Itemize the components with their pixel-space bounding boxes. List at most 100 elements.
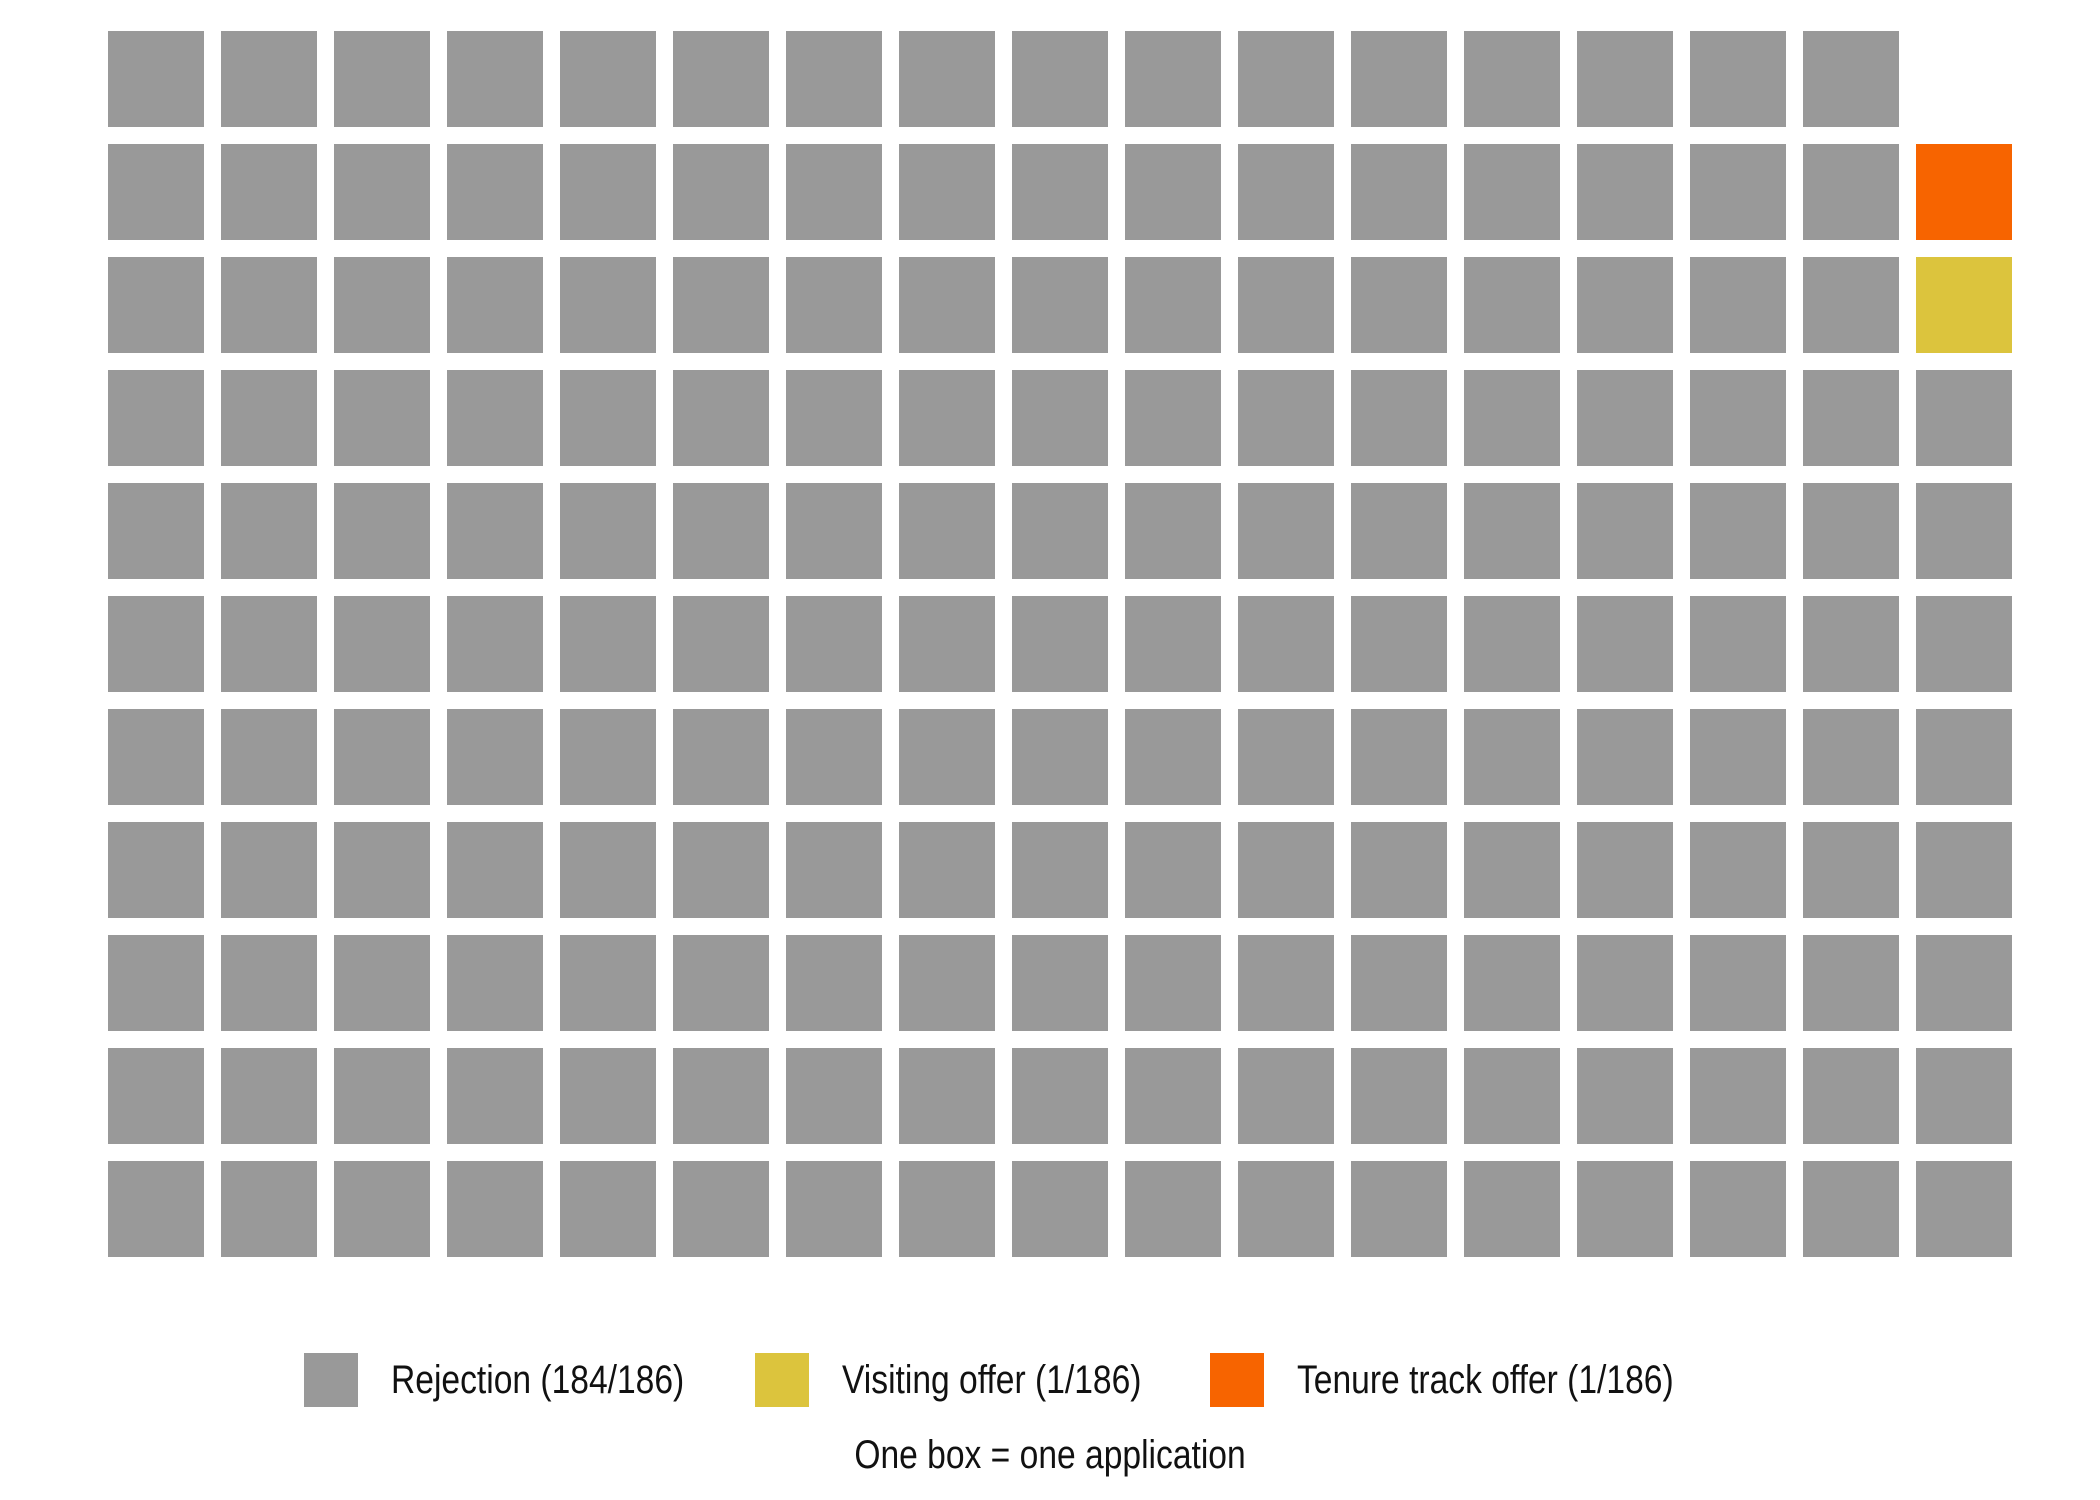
- waffle-box-rejection: [786, 257, 882, 353]
- waffle-box-rejection: [1916, 935, 2012, 1031]
- waffle-box-rejection: [1351, 483, 1447, 579]
- waffle-box-rejection: [1464, 709, 1560, 805]
- waffle-box-rejection: [1690, 144, 1786, 240]
- waffle-box-rejection: [1125, 1161, 1221, 1257]
- waffle-box-rejection: [108, 709, 204, 805]
- waffle-box-rejection: [1012, 596, 1108, 692]
- waffle-box-rejection: [1351, 31, 1447, 127]
- waffle-box-rejection: [1577, 596, 1673, 692]
- waffle-box-rejection: [221, 257, 317, 353]
- waffle-box-rejection: [1125, 257, 1221, 353]
- waffle-box-rejection: [1577, 822, 1673, 918]
- waffle-box-rejection: [899, 370, 995, 466]
- waffle-box-rejection: [108, 935, 204, 1031]
- waffle-box-rejection: [1577, 709, 1673, 805]
- waffle-box-rejection: [1125, 596, 1221, 692]
- waffle-box-rejection: [1916, 370, 2012, 466]
- waffle-box-rejection: [560, 1161, 656, 1257]
- legend-label-visiting-offer: Visiting offer (1/186): [842, 1357, 1142, 1402]
- waffle-box-rejection: [786, 370, 882, 466]
- waffle-box-rejection: [673, 483, 769, 579]
- waffle-box-tenure-track-offer: [1916, 144, 2012, 240]
- legend-item-tenure-track-offer: Tenure track offer (1/186): [1210, 1345, 1745, 1415]
- waffle-box-rejection: [673, 935, 769, 1031]
- waffle-box-rejection: [1803, 935, 1899, 1031]
- waffle-box-rejection: [1577, 144, 1673, 240]
- waffle-box-rejection: [1012, 709, 1108, 805]
- waffle-box-rejection: [560, 709, 656, 805]
- waffle-box-rejection: [673, 31, 769, 127]
- legend-swatch-tenure-track-offer: [1210, 1353, 1264, 1407]
- waffle-box-rejection: [1577, 1048, 1673, 1144]
- waffle-box-rejection: [1803, 370, 1899, 466]
- waffle-box-rejection: [1916, 483, 2012, 579]
- waffle-box-rejection: [334, 257, 430, 353]
- waffle-box-rejection: [447, 1048, 543, 1144]
- waffle-box-rejection: [1464, 1048, 1560, 1144]
- waffle-box-rejection: [221, 483, 317, 579]
- waffle-box-rejection: [447, 1161, 543, 1257]
- waffle-box-rejection: [899, 144, 995, 240]
- waffle-box-rejection: [108, 370, 204, 466]
- waffle-box-rejection: [447, 709, 543, 805]
- waffle-box-rejection: [447, 483, 543, 579]
- waffle-box-rejection: [1690, 822, 1786, 918]
- waffle-box-rejection: [1803, 822, 1899, 918]
- waffle-box-rejection: [447, 31, 543, 127]
- waffle-box-rejection: [1803, 31, 1899, 127]
- waffle-box-rejection: [1690, 709, 1786, 805]
- waffle-box-rejection: [1012, 1048, 1108, 1144]
- waffle-box-rejection: [1125, 935, 1221, 1031]
- waffle-box-rejection: [1125, 709, 1221, 805]
- waffle-box-rejection: [1577, 257, 1673, 353]
- waffle-box-rejection: [1012, 1161, 1108, 1257]
- waffle-grid: [108, 31, 2012, 1257]
- waffle-box-rejection: [1238, 935, 1334, 1031]
- waffle-box-rejection: [221, 822, 317, 918]
- waffle-box-rejection: [1012, 257, 1108, 353]
- waffle-box-rejection: [786, 709, 882, 805]
- waffle-box-rejection: [1351, 257, 1447, 353]
- waffle-box-rejection: [786, 822, 882, 918]
- waffle-box-rejection: [560, 1048, 656, 1144]
- waffle-box-rejection: [786, 935, 882, 1031]
- waffle-box-rejection: [334, 709, 430, 805]
- waffle-box-rejection: [447, 822, 543, 918]
- waffle-box-rejection: [560, 257, 656, 353]
- waffle-box-rejection: [786, 31, 882, 127]
- waffle-box-rejection: [560, 31, 656, 127]
- waffle-box-rejection: [1238, 709, 1334, 805]
- waffle-box-rejection: [560, 822, 656, 918]
- waffle-box-rejection: [334, 370, 430, 466]
- waffle-box-rejection: [447, 144, 543, 240]
- waffle-box-rejection: [221, 370, 317, 466]
- waffle-box-rejection: [1012, 483, 1108, 579]
- waffle-box-rejection: [1238, 1161, 1334, 1257]
- waffle-box-rejection: [1125, 1048, 1221, 1144]
- waffle-box-rejection: [786, 1048, 882, 1144]
- waffle-box-rejection: [1464, 31, 1560, 127]
- waffle-box-rejection: [108, 31, 204, 127]
- waffle-box-rejection: [1012, 31, 1108, 127]
- waffle-box-rejection: [673, 822, 769, 918]
- waffle-box-rejection: [447, 370, 543, 466]
- waffle-box-rejection: [1464, 596, 1560, 692]
- waffle-box-rejection: [447, 596, 543, 692]
- waffle-box-rejection: [334, 822, 430, 918]
- waffle-box-rejection: [108, 144, 204, 240]
- waffle-box-rejection: [1238, 483, 1334, 579]
- waffle-box-rejection: [1690, 1161, 1786, 1257]
- waffle-box-rejection: [673, 144, 769, 240]
- waffle-box-rejection: [1238, 1048, 1334, 1144]
- waffle-box-rejection: [1125, 370, 1221, 466]
- waffle-box-rejection: [1464, 1161, 1560, 1257]
- waffle-box-rejection: [560, 144, 656, 240]
- waffle-box-rejection: [108, 596, 204, 692]
- waffle-box-rejection: [899, 257, 995, 353]
- waffle-box-rejection: [1803, 709, 1899, 805]
- waffle-box-rejection: [1012, 935, 1108, 1031]
- waffle-box-rejection: [1351, 370, 1447, 466]
- waffle-box-rejection: [1464, 144, 1560, 240]
- waffle-box-rejection: [1916, 822, 2012, 918]
- waffle-box-rejection: [334, 1048, 430, 1144]
